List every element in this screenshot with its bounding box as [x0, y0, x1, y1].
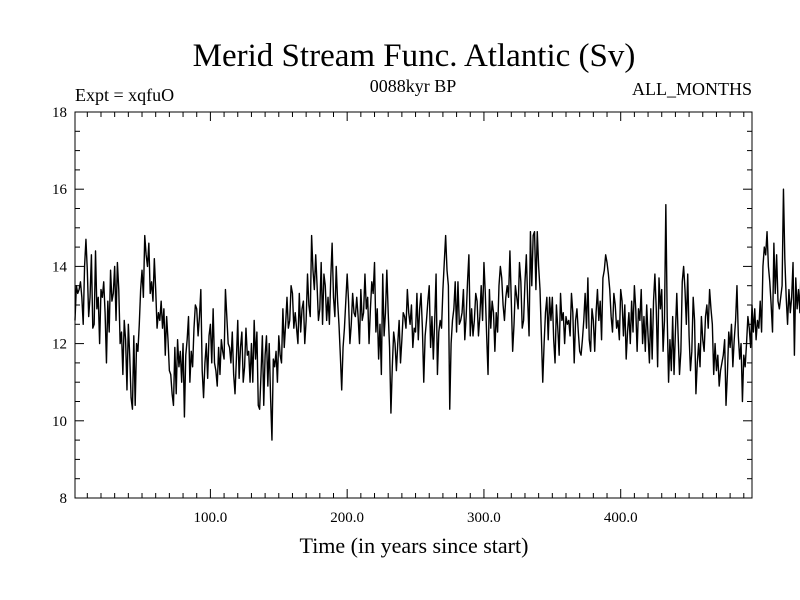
- y-tick-label: 18: [52, 105, 67, 121]
- axis-ticks: [75, 112, 752, 498]
- axis-tick-labels: 100.0 200.0 300.0 400.0 8 10 12 14 16 18: [52, 105, 638, 526]
- series-line: [74, 188, 800, 441]
- experiment-label: Expt = xqfuO: [75, 85, 174, 105]
- months-label: ALL_MONTHS: [632, 79, 752, 99]
- y-tick-label: 14: [52, 259, 68, 275]
- x-tick-label: 300.0: [467, 510, 501, 526]
- period-label: 0088kyr BP: [370, 76, 457, 96]
- y-tick-label: 10: [52, 414, 67, 430]
- x-tick-label: 400.0: [604, 510, 638, 526]
- x-tick-label: 100.0: [194, 510, 228, 526]
- x-tick-label: 200.0: [330, 510, 364, 526]
- plot-frame: [74, 111, 753, 499]
- chart-title: Merid Stream Func. Atlantic (Sv): [193, 38, 636, 74]
- y-tick-label: 12: [52, 337, 67, 353]
- y-tick-label: 16: [52, 182, 68, 198]
- y-tick-label: 8: [60, 491, 68, 507]
- x-axis-label: Time (in years since start): [300, 533, 529, 558]
